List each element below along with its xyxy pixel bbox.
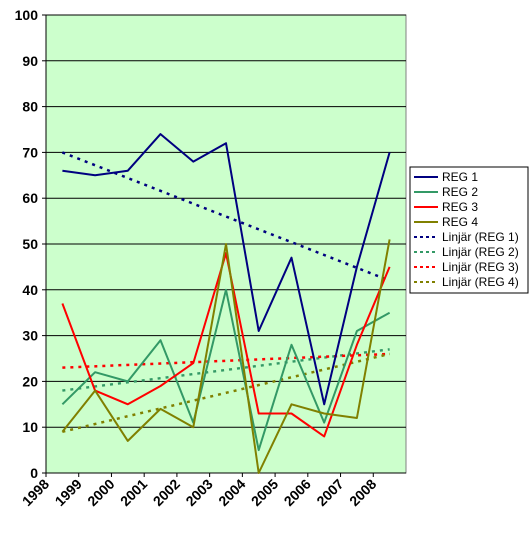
trendline (61, 151, 391, 282)
x-tick-label: 2008 (346, 476, 379, 509)
legend-label: Linjär (REG 1) (442, 230, 519, 244)
y-tick-label: 100 (15, 7, 39, 23)
y-tick-label: 90 (22, 53, 38, 69)
y-axis-ticks: 0 10 20 30 40 50 60 70 80 90 100 (15, 7, 406, 481)
legend-label: REG 4 (442, 215, 478, 229)
legend-label: Linjär (REG 4) (442, 275, 519, 289)
x-tick-label: 2006 (281, 476, 314, 509)
series-line (61, 239, 391, 474)
x-tick-label: 1998 (19, 476, 52, 509)
legend-label: REG 2 (442, 185, 478, 199)
x-tick-label: 2002 (150, 476, 183, 509)
x-tick-label: 2003 (182, 476, 215, 509)
x-tick-label: 1999 (52, 476, 85, 509)
y-tick-label: 20 (22, 373, 38, 389)
x-tick-label: 2005 (248, 476, 281, 509)
x-tick-label: 2007 (313, 476, 346, 509)
series-line (62, 133, 391, 406)
trendline (62, 352, 390, 433)
legend-label: REG 1 (442, 170, 478, 184)
gridlines (46, 14, 406, 428)
legend-label: Linjär (REG 2) (442, 245, 519, 259)
legend-label: REG 3 (442, 200, 478, 214)
y-tick-label: 10 (22, 419, 38, 435)
x-tick-label: 2001 (117, 476, 150, 509)
series-line (61, 288, 391, 452)
series-lines (61, 133, 391, 474)
y-tick-label: 30 (22, 328, 38, 344)
y-tick-label: 70 (22, 144, 38, 160)
series-line (61, 252, 391, 438)
x-axis-ticks: 1998 1999 2000 2001 2002 2003 2004 2005 2006 2007… (19, 473, 380, 509)
legend-box (409, 166, 529, 294)
x-tick-label: 2000 (84, 476, 117, 509)
x-tick-label: 2004 (215, 476, 248, 509)
y-tick-label: 50 (22, 236, 38, 252)
y-tick-label: 40 (22, 282, 38, 298)
y-tick-label: 60 (22, 190, 38, 206)
y-tick-label: 0 (30, 465, 38, 481)
y-tick-label: 80 (22, 99, 38, 115)
legend-label: Linjär (REG 3) (442, 260, 519, 274)
